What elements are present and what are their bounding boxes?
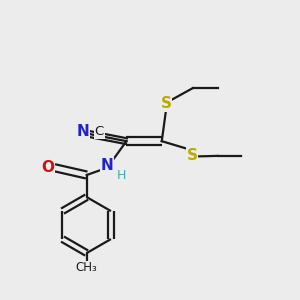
- Text: CH₃: CH₃: [76, 261, 98, 274]
- Text: S: S: [187, 148, 198, 163]
- Text: C: C: [95, 125, 104, 138]
- Text: N: N: [101, 158, 114, 173]
- Text: N: N: [76, 124, 89, 139]
- Text: O: O: [41, 160, 54, 175]
- Text: H: H: [117, 169, 126, 182]
- Text: S: S: [161, 96, 172, 111]
